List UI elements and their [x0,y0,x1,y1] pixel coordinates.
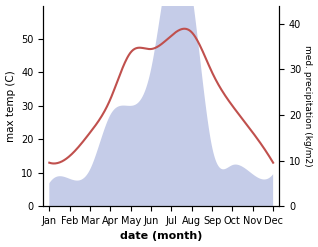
X-axis label: date (month): date (month) [120,231,203,242]
Y-axis label: max temp (C): max temp (C) [5,70,16,142]
Y-axis label: med. precipitation (kg/m2): med. precipitation (kg/m2) [303,45,313,167]
